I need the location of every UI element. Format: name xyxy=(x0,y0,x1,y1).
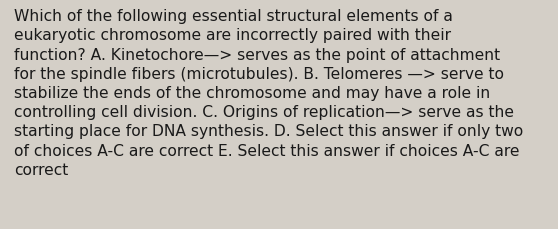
Text: Which of the following essential structural elements of a
eukaryotic chromosome : Which of the following essential structu… xyxy=(14,9,523,177)
